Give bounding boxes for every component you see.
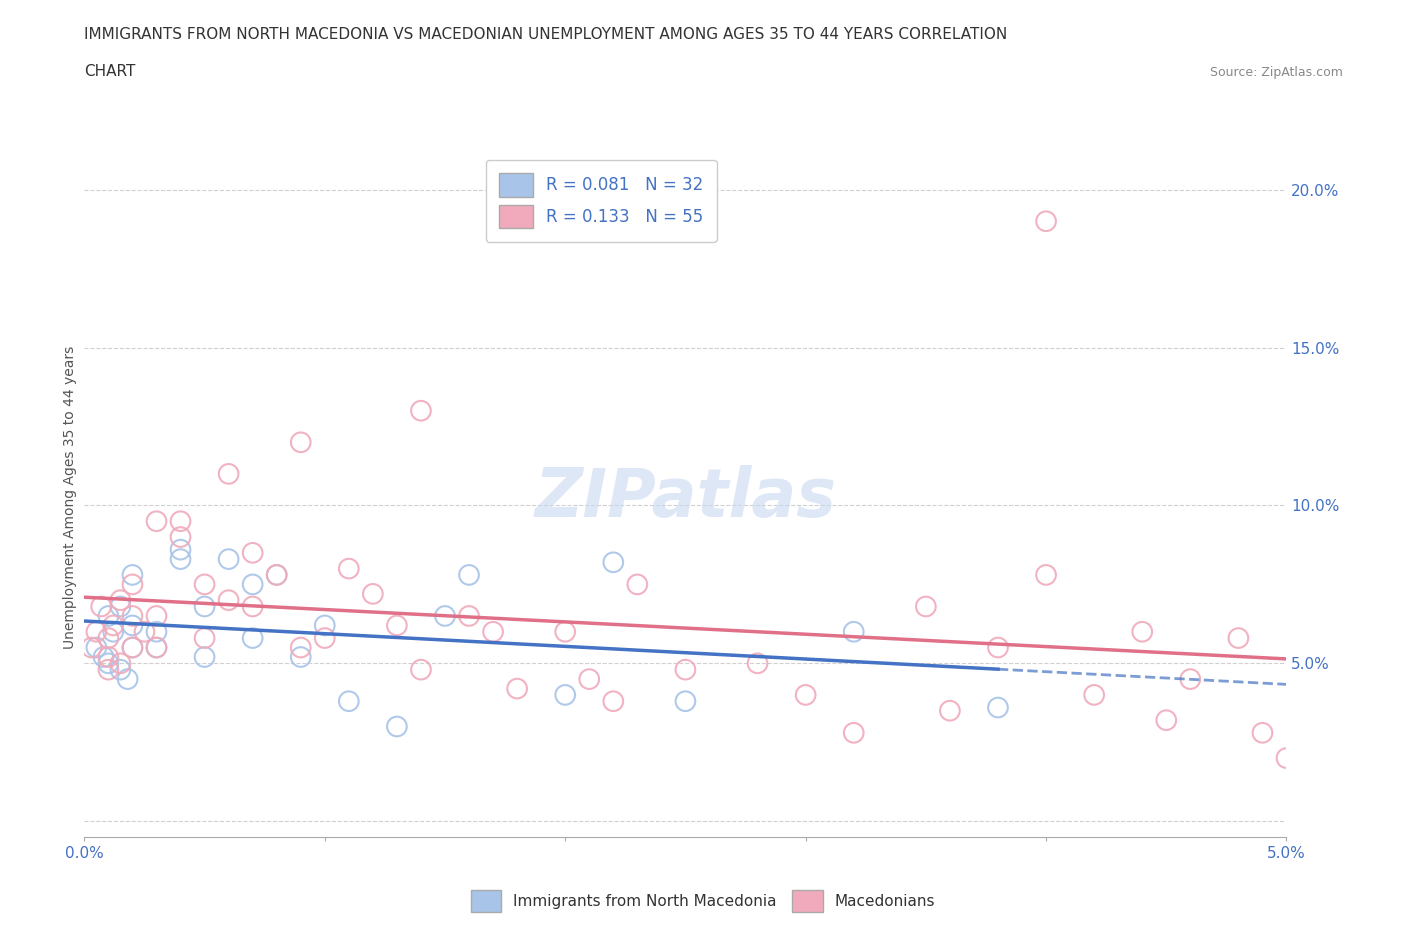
Point [915, 599, 938, 614]
Point [747, 656, 769, 671]
Point [554, 687, 576, 702]
Point [218, 467, 240, 482]
Point [110, 599, 132, 614]
Y-axis label: Unemployment Among Ages 35 to 44 years: Unemployment Among Ages 35 to 44 years [63, 346, 77, 649]
Point [194, 649, 217, 664]
Point [409, 662, 432, 677]
Point [169, 551, 191, 566]
Point [145, 624, 167, 639]
Point [1227, 631, 1250, 645]
Point [90, 599, 112, 614]
Point [169, 542, 191, 557]
Point [93, 649, 115, 664]
Point [290, 649, 312, 664]
Point [218, 592, 240, 607]
Point [626, 577, 648, 591]
Point [121, 608, 143, 623]
Point [842, 624, 865, 639]
Point [97, 662, 120, 677]
Point [145, 640, 167, 655]
Point [103, 624, 125, 639]
Point [110, 656, 132, 671]
Legend: R = 0.081   N = 32, R = 0.133   N = 55: R = 0.081 N = 32, R = 0.133 N = 55 [486, 160, 717, 242]
Point [987, 700, 1010, 715]
Point [117, 671, 139, 686]
Point [458, 567, 481, 582]
Point [169, 513, 191, 528]
Point [110, 662, 132, 677]
Point [842, 725, 865, 740]
Point [121, 640, 143, 655]
Point [97, 649, 120, 664]
Point [194, 577, 217, 591]
Point [242, 545, 264, 560]
Point [458, 608, 481, 623]
Point [242, 631, 264, 645]
Point [145, 513, 167, 528]
Point [385, 719, 408, 734]
Point [1251, 725, 1274, 740]
Legend: Immigrants from North Macedonia, Macedonians: Immigrants from North Macedonia, Macedon… [464, 884, 942, 918]
Point [134, 624, 156, 639]
Point [1083, 687, 1105, 702]
Point [86, 640, 108, 655]
Point [1035, 214, 1057, 229]
Point [218, 551, 240, 566]
Point [337, 561, 360, 576]
Point [242, 577, 264, 591]
Point [385, 618, 408, 633]
Point [554, 624, 576, 639]
Point [409, 404, 432, 418]
Point [1156, 712, 1178, 727]
Point [602, 555, 624, 570]
Point [145, 640, 167, 655]
Point [194, 631, 217, 645]
Point [1130, 624, 1153, 639]
Point [939, 703, 962, 718]
Point [1035, 567, 1057, 582]
Point [314, 631, 336, 645]
Point [361, 587, 384, 602]
Point [434, 608, 457, 623]
Text: Source: ZipAtlas.com: Source: ZipAtlas.com [1209, 66, 1343, 79]
Point [121, 577, 143, 591]
Point [97, 608, 120, 623]
Point [1180, 671, 1202, 686]
Point [266, 567, 288, 582]
Point [290, 640, 312, 655]
Point [794, 687, 817, 702]
Point [110, 592, 132, 607]
Text: IMMIGRANTS FROM NORTH MACEDONIA VS MACEDONIAN UNEMPLOYMENT AMONG AGES 35 TO 44 Y: IMMIGRANTS FROM NORTH MACEDONIA VS MACED… [84, 27, 1008, 42]
Point [578, 671, 600, 686]
Point [80, 640, 103, 655]
Point [121, 640, 143, 655]
Text: ZIPatlas: ZIPatlas [534, 465, 837, 530]
Point [169, 529, 191, 544]
Point [97, 631, 120, 645]
Point [97, 656, 120, 671]
Point [602, 694, 624, 709]
Point [145, 608, 167, 623]
Point [121, 618, 143, 633]
Point [121, 567, 143, 582]
Point [103, 618, 125, 633]
Point [675, 694, 697, 709]
Point [314, 618, 336, 633]
Point [987, 640, 1010, 655]
Point [86, 624, 108, 639]
Point [506, 681, 529, 696]
Point [337, 694, 360, 709]
Point [242, 599, 264, 614]
Point [266, 567, 288, 582]
Point [675, 662, 697, 677]
Point [194, 599, 217, 614]
Text: CHART: CHART [84, 64, 136, 79]
Point [482, 624, 505, 639]
Point [1275, 751, 1298, 765]
Point [290, 435, 312, 450]
